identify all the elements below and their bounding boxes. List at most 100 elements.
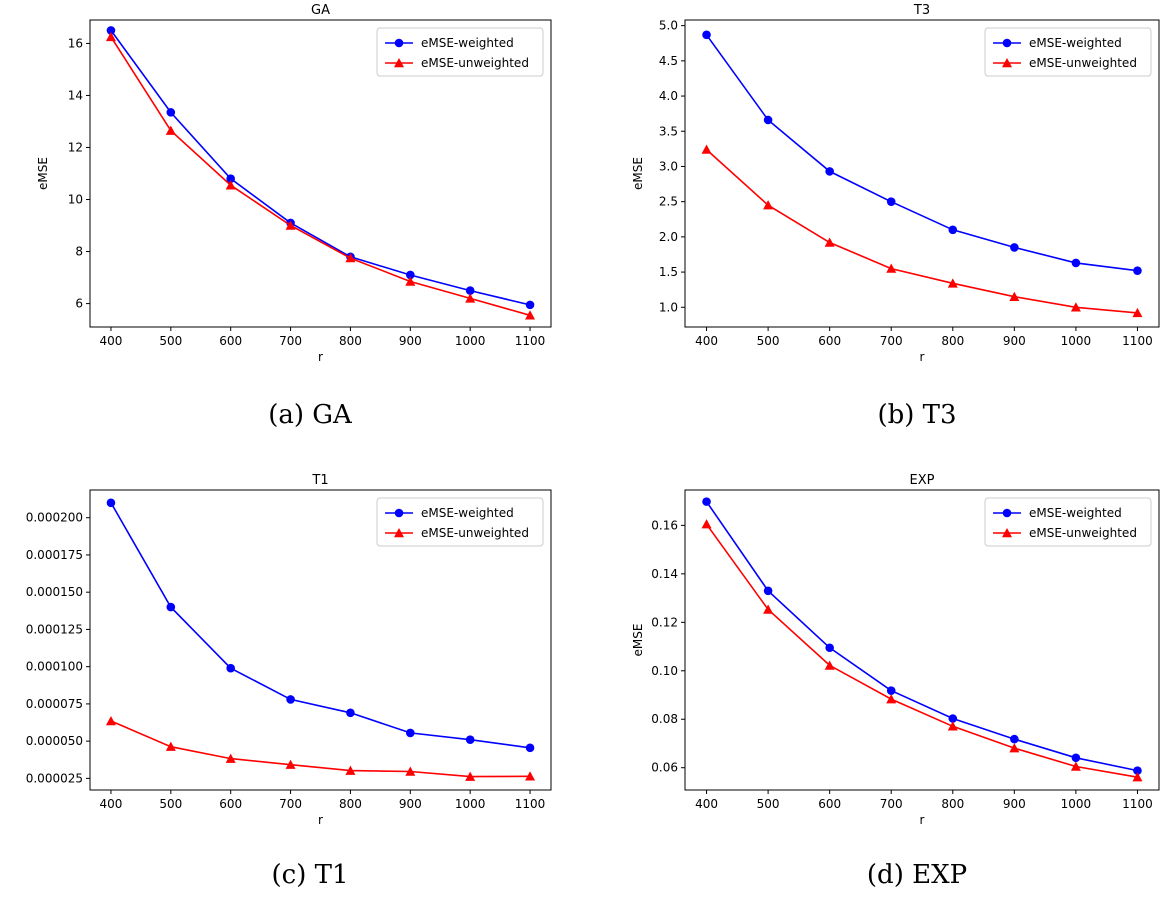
chart-panel-exp: EXP 400 500 600 700 800 900 1000 1100 r 0.06 0.08 0.…: [581, 462, 1161, 842]
data-point-eMSE-weighted: [166, 108, 176, 117]
data-point-eMSE-unweighted: [405, 766, 416, 776]
y-tick-label: 0.000125: [26, 622, 83, 636]
y-tick-label: 4.0: [659, 89, 678, 103]
data-point-eMSE-unweighted: [285, 220, 296, 230]
x-tick-label: 1100: [1122, 797, 1153, 811]
plot-frame: [684, 19, 1160, 328]
data-point-eMSE-weighted: [106, 498, 116, 508]
caption-exp: (d) EXP: [866, 860, 968, 890]
legend-label: eMSE-unweighted: [1029, 56, 1137, 70]
data-point-eMSE-unweighted: [225, 753, 236, 763]
chart-title: GA: [311, 3, 330, 18]
chart-ga: GA 400 500 600 700 800 900 1000 1100 r 6 8 10 12 14 16 e…: [36, 3, 552, 364]
y-tick-label: 0.12: [651, 615, 678, 629]
chart-title: T1: [311, 473, 328, 488]
legend-box: [984, 27, 1152, 77]
legend-marker: [1002, 528, 1012, 538]
y-tick-label: 0.000100: [26, 660, 83, 674]
data-point-eMSE-weighted: [106, 26, 116, 35]
y-tick-label: 2.5: [659, 195, 678, 209]
chart-t3: T3 400 500 600 700 800 900 1000 1100 r 1.0 1.5 2.0 2.…: [631, 3, 1160, 364]
y-tick-label: 12: [68, 140, 83, 154]
data-point-eMSE-unweighted: [1070, 302, 1081, 312]
data-point-eMSE-unweighted: [525, 310, 536, 320]
x-tick-label: 600: [818, 334, 841, 348]
data-point-eMSE-weighted: [1133, 766, 1142, 775]
plot-frame: [89, 489, 552, 791]
x-tick-label: 1100: [1122, 334, 1153, 348]
x-tick-label: 600: [818, 797, 841, 811]
x-tick-label: 700: [880, 797, 903, 811]
x-tick-label: 800: [339, 797, 362, 811]
data-point-eMSE-unweighted: [886, 263, 897, 273]
x-tick-label: 1000: [1061, 334, 1092, 348]
x-tick-label: 900: [1003, 334, 1026, 348]
legend-marker: [394, 528, 404, 538]
data-point-eMSE-weighted: [406, 270, 415, 280]
x-axis-label: r: [318, 813, 323, 827]
x-tick-label: 500: [757, 334, 780, 348]
data-point-eMSE-unweighted: [165, 741, 176, 751]
data-point-eMSE-unweighted: [1009, 291, 1020, 301]
series-line-eMSE-unweighted: [705, 523, 1138, 778]
x-tick-label: 600: [219, 334, 242, 348]
y-axis-label: eMSE: [36, 157, 50, 190]
chart-t1: T1 400 500 600 700 800 900 1000 1100 r 0.000025 0.0…: [26, 473, 552, 827]
x-tick-label: 400: [100, 797, 123, 811]
data-point-eMSE-unweighted: [947, 278, 958, 288]
x-tick-label: 900: [1003, 797, 1026, 811]
series-line-eMSE-weighted: [705, 501, 1138, 772]
legend-marker: [1002, 508, 1012, 518]
data-point-eMSE-weighted: [286, 695, 295, 704]
legend-marker: [1002, 58, 1012, 68]
series-line-eMSE-weighted: [110, 502, 531, 749]
data-point-eMSE-unweighted: [824, 237, 835, 247]
y-tick-label: 1.0: [659, 300, 678, 314]
data-point-eMSE-unweighted: [345, 765, 356, 775]
y-tick-label: 16: [68, 36, 83, 50]
x-tick-label: 600: [219, 797, 242, 811]
data-point-eMSE-weighted: [1133, 266, 1142, 275]
data-point-eMSE-weighted: [886, 197, 896, 206]
caption-t1: (c) T1: [271, 860, 349, 890]
data-point-eMSE-unweighted: [225, 180, 236, 190]
chart-title: T3: [913, 3, 930, 18]
data-point-eMSE-unweighted: [465, 293, 476, 303]
x-axis-label: r: [920, 350, 925, 364]
y-tick-label: 0.08: [651, 712, 678, 726]
chart-panel-t1: T1 400 500 600 700 800 900 1000 1100 r 0.000025 0.0…: [0, 462, 580, 842]
data-point-eMSE-unweighted: [1009, 743, 1020, 753]
y-tick-label: 0.16: [651, 518, 678, 532]
data-point-eMSE-unweighted: [1132, 307, 1143, 318]
data-point-eMSE-weighted: [1010, 243, 1019, 252]
legend-box: [376, 497, 544, 547]
legend-label: eMSE-unweighted: [1029, 526, 1137, 540]
data-point-eMSE-weighted: [525, 743, 535, 753]
x-tick-label: 400: [695, 797, 718, 811]
y-tick-label: 0.000200: [26, 511, 83, 525]
x-tick-label: 400: [100, 334, 123, 348]
series-line-eMSE-unweighted: [705, 149, 1138, 314]
data-point-eMSE-unweighted: [345, 253, 356, 263]
data-point-eMSE-weighted: [1071, 753, 1081, 763]
y-tick-label: 0.000050: [26, 734, 83, 748]
caption-t3: (b) T3: [877, 400, 957, 430]
data-point-eMSE-unweighted: [763, 604, 774, 614]
data-point-eMSE-weighted: [763, 115, 773, 125]
chart-title: EXP: [910, 473, 935, 488]
data-point-eMSE-weighted: [825, 167, 834, 176]
y-tick-label: 0.000075: [26, 697, 83, 711]
x-axis-label: r: [318, 350, 323, 364]
x-tick-label: 500: [159, 797, 182, 811]
chart-exp: EXP 400 500 600 700 800 900 1000 1100 r 0.06 0.08 0.…: [631, 473, 1160, 827]
x-tick-label: 900: [399, 334, 422, 348]
data-point-eMSE-weighted: [346, 708, 355, 718]
y-tick-label: 3.0: [659, 159, 678, 173]
x-tick-label: 1000: [455, 797, 486, 811]
y-tick-label: 0.000150: [26, 585, 83, 599]
x-tick-label: 1100: [515, 334, 546, 348]
legend-label: eMSE-weighted: [421, 506, 514, 520]
data-point-eMSE-weighted: [948, 225, 958, 235]
data-point-eMSE-weighted: [226, 663, 235, 673]
y-tick-label: 0.10: [651, 664, 678, 678]
